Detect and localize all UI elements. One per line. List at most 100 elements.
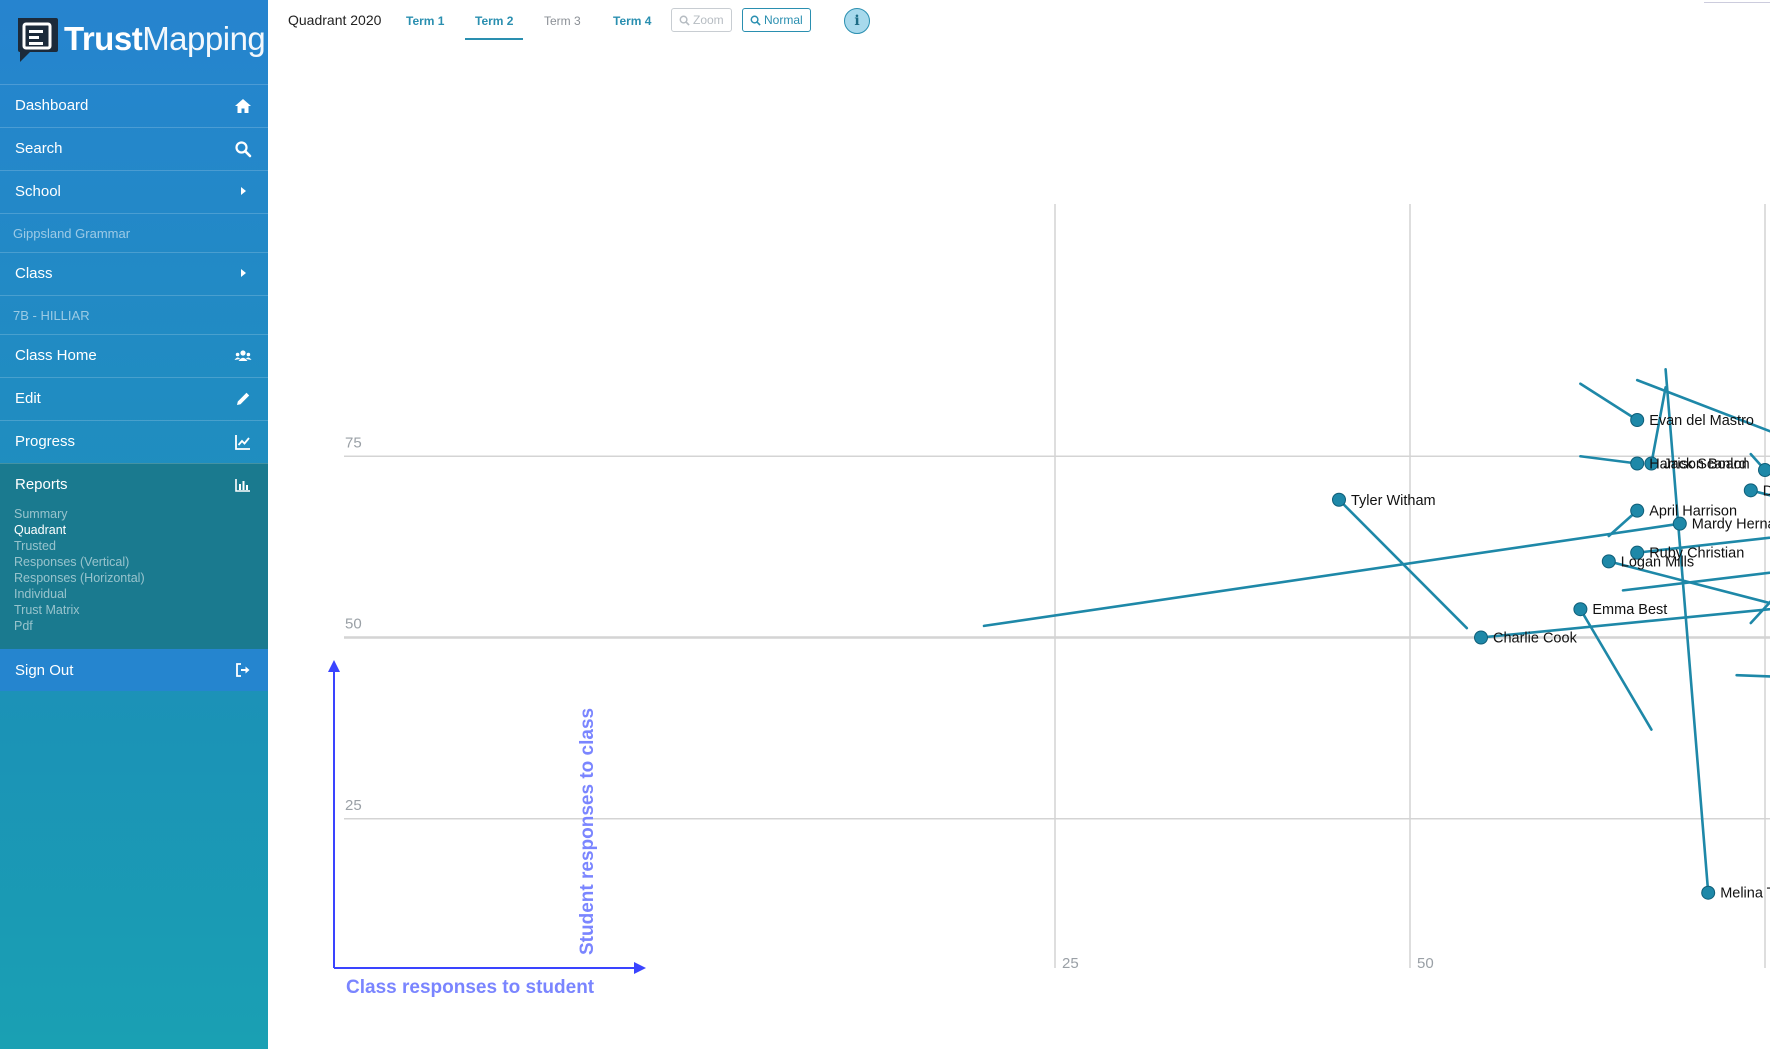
home-icon: [235, 99, 251, 113]
student-point-logan-mills[interactable]: [1601, 554, 1616, 569]
student-point-ruby-christian[interactable]: [1630, 545, 1645, 560]
movement-line-samuel-reynolds: [1621, 571, 1770, 592]
nav-class-label: Class: [15, 265, 53, 282]
movement-line-logan-mills: [1607, 560, 1770, 605]
top-right-edge: [1704, 0, 1770, 3]
movement-line-mardy-hernandez: [982, 522, 1682, 628]
movement-line-jack-scanlon: [1650, 386, 1667, 465]
reports-item-trusted[interactable]: Trusted: [14, 539, 56, 553]
student-label-evan-del-mastro: Evan del Mastro: [1649, 413, 1754, 429]
movement-line-evan-del-mastro: [1579, 382, 1639, 422]
nav-class[interactable]: Class: [0, 252, 268, 295]
line-chart-icon: [235, 435, 250, 450]
student-label-mardy-hernandez: Mardy Hernandez: [1692, 517, 1770, 533]
reports-item-responses-vertical[interactable]: Responses (Vertical): [14, 555, 130, 569]
movement-line-emma-best: [1579, 607, 1653, 731]
page-title: Quadrant 2020: [288, 12, 382, 28]
sign-out-icon: [236, 663, 250, 677]
student-label-logan-mills: Logan Mills: [1621, 554, 1694, 570]
student-label-jack-scanlon: Jack Scanlon: [1663, 457, 1749, 473]
nav-edit[interactable]: Edit: [0, 377, 268, 420]
nav-school-label: School: [15, 183, 61, 200]
nav-progress[interactable]: Progress: [0, 420, 268, 463]
x-tick-label-25: 25: [1062, 955, 1079, 972]
normal-label: Normal: [764, 13, 803, 27]
student-point-charlie-cook[interactable]: [1474, 630, 1488, 645]
school-name: Gippsland Grammar: [13, 226, 131, 241]
nav-search[interactable]: Search: [0, 127, 268, 170]
movement-lines: [982, 367, 1770, 895]
student-labels: Matilda CharlieLachie CameronJadah Frith…: [1351, 413, 1770, 902]
reports-item-summary[interactable]: Summary: [14, 507, 68, 521]
movement-line-lucy-hodges: [1749, 600, 1770, 625]
trustmapping-logo-icon: [18, 18, 58, 62]
class-name: 7B - HILLIAR: [13, 308, 90, 323]
zoom-icon: [679, 15, 690, 26]
student-point-melina-turnbull[interactable]: [1701, 885, 1716, 900]
chevron-right-icon: [241, 187, 246, 195]
bar-chart-icon: [235, 479, 250, 492]
y-tick-label-75: 75: [345, 434, 362, 451]
student-point-april-harrison[interactable]: [1630, 503, 1645, 518]
nav-edit-label: Edit: [15, 390, 41, 407]
sidebar: TrustMapping Dashboard Search School Gip…: [0, 0, 268, 1049]
student-point-tyler-witham[interactable]: [1332, 492, 1346, 507]
student-point-tilly-fox[interactable]: [1758, 463, 1770, 478]
zoom-button[interactable]: Zoom: [671, 8, 732, 32]
y-axis-arrow-head: [328, 660, 340, 672]
nav-search-label: Search: [15, 140, 63, 157]
nav-class-home-label: Class Home: [15, 347, 97, 364]
tab-term-4[interactable]: Term 4: [613, 14, 652, 28]
reports-item-trust-matrix[interactable]: Trust Matrix: [14, 603, 80, 617]
reports-item-quadrant[interactable]: Quadrant: [14, 523, 67, 537]
tab-term-1[interactable]: Term 1: [406, 14, 445, 28]
nav-reports[interactable]: Reports Summary Quadrant Trusted Responses …: [0, 463, 268, 649]
tab-term-3[interactable]: Term 3: [544, 14, 581, 28]
student-point-harrison-board[interactable]: [1630, 456, 1645, 471]
pencil-icon: [237, 392, 250, 405]
nav-class-home[interactable]: Class Home: [0, 334, 268, 377]
student-point-jack-scanlon[interactable]: [1644, 456, 1659, 471]
chart-grid: [344, 204, 1770, 968]
student-point-mardy-hernandez[interactable]: [1672, 516, 1687, 531]
x-tick-label-50: 50: [1417, 955, 1434, 972]
reports-item-responses-horizontal[interactable]: Responses (Horizontal): [14, 571, 145, 585]
reports-item-individual[interactable]: Individual: [14, 587, 67, 601]
normal-button[interactable]: Normal: [742, 8, 811, 32]
student-label-charlie-cook: Charlie Cook: [1493, 631, 1578, 647]
nav-dashboard-label: Dashboard: [15, 97, 89, 114]
student-label-demi-scriven: Demi Scriven: [1763, 483, 1770, 499]
student-point-evan-del-mastro[interactable]: [1630, 413, 1645, 427]
y-axis-title: Student responses to class: [577, 708, 598, 955]
nav-school-name[interactable]: Gippsland Grammar: [0, 213, 268, 252]
student-label-tyler-witham: Tyler Witham: [1351, 493, 1436, 509]
reports-submenu: Summary Quadrant Trusted Responses (Vertica…: [14, 506, 145, 634]
chevron-right-icon: [241, 269, 246, 277]
brand-logo[interactable]: TrustMapping: [0, 0, 268, 84]
student-label-ruby-christian: Ruby Christian: [1649, 546, 1744, 562]
student-point-demi-scriven[interactable]: [1743, 483, 1758, 498]
student-label-emma-best: Emma Best: [1592, 602, 1667, 618]
reports-item-pdf[interactable]: Pdf: [14, 619, 33, 633]
movement-line-max-neate: [1735, 673, 1770, 678]
nav-class-name[interactable]: 7B - HILLIAR: [0, 295, 268, 334]
x-axis-arrow-head: [634, 962, 646, 974]
tab-term-2[interactable]: Term 2: [475, 14, 514, 28]
student-label-april-harrison: April Harrison: [1649, 504, 1737, 520]
student-label-harrison-board: Harrison Board: [1649, 457, 1747, 473]
sign-out-button[interactable]: Sign Out: [0, 649, 268, 691]
info-button[interactable]: i: [844, 8, 870, 34]
movement-line-lagan-joshi: [1635, 378, 1770, 433]
y-tick-label-25: 25: [345, 797, 362, 814]
movement-line-melina-turnbull: [1664, 367, 1710, 895]
users-icon: [234, 350, 252, 361]
nav-dashboard[interactable]: Dashboard: [0, 84, 268, 127]
student-point-emma-best[interactable]: [1573, 602, 1588, 617]
nav-reports-label: Reports: [15, 476, 68, 493]
brand-name: TrustMapping: [64, 20, 266, 57]
zoom-label: Zoom: [693, 13, 724, 27]
x-axis-title: Class responses to student: [346, 977, 595, 998]
nav-school[interactable]: School: [0, 170, 268, 213]
movement-line-charlie-cook: [1479, 607, 1770, 639]
nav-progress-label: Progress: [15, 433, 76, 450]
